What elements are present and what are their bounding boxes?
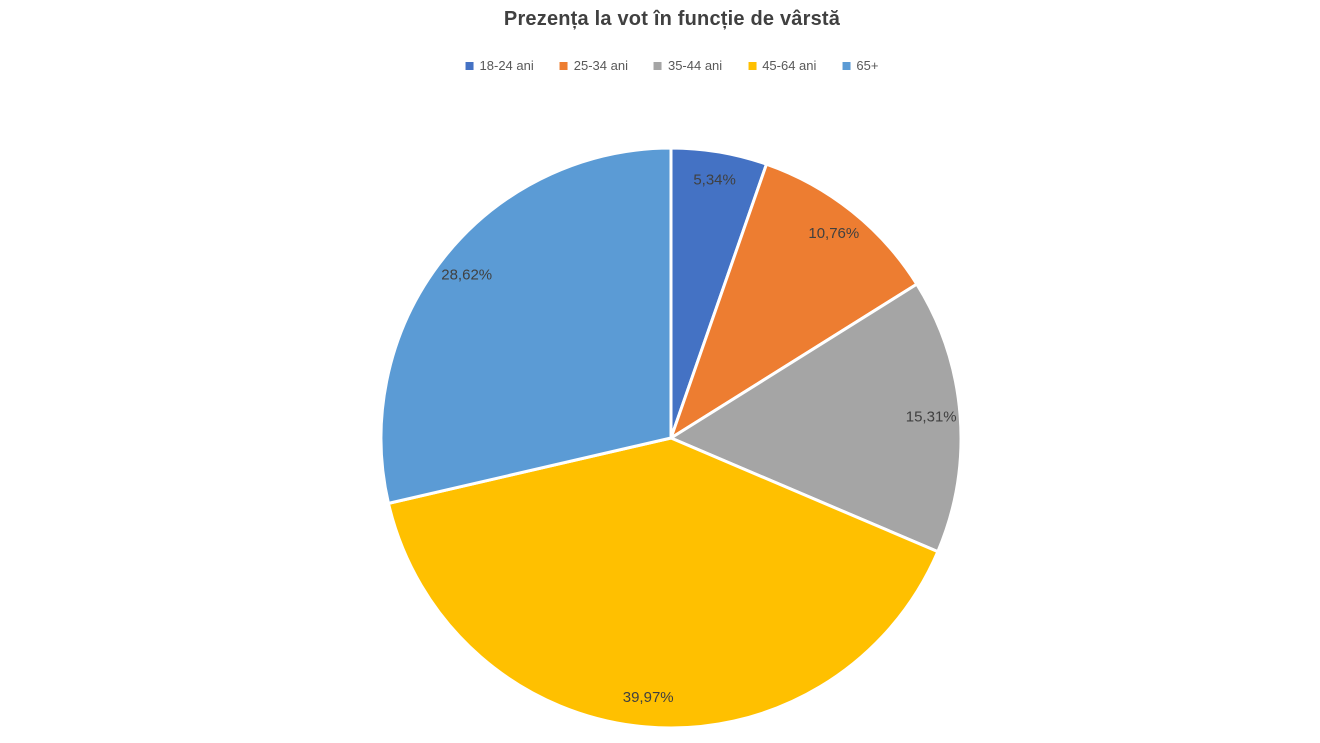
data-label-45-64-ani: 39,97%	[623, 689, 674, 706]
chart-title: Prezența la vot în funcție de vârstă	[503, 8, 841, 30]
data-label-35-44-ani: 15,31%	[906, 409, 957, 426]
legend-marker-icon	[559, 61, 568, 70]
legend-label: 35-44 ani	[667, 58, 723, 73]
pie-slice-45-64-ani	[386, 436, 940, 730]
legend-label: 25-34 ani	[573, 58, 628, 73]
legend-label: 65+	[856, 58, 879, 73]
legend-marker-icon	[465, 61, 474, 70]
chart-legend: 18-24 ani 25-34 ani 35-44 ani 45-64 ani 65+	[465, 58, 878, 73]
data-label-25-34-ani: 10,76%	[808, 225, 859, 242]
pie-slice-65	[379, 146, 673, 505]
legend-marker-icon	[748, 61, 757, 70]
pie-slice-25-34-ani	[669, 162, 919, 440]
data-label-18-24-ani: 5,34%	[693, 172, 736, 189]
legend-item-25-34-ani: 25-34 ani	[559, 58, 628, 73]
legend-label: 18-24 ani	[479, 58, 534, 73]
data-label-65: 28,62%	[441, 267, 492, 284]
pie-slice-35-44-ani	[669, 282, 963, 554]
legend-item-18-24-ani: 18-24 ani	[465, 58, 534, 73]
legend-marker-icon	[842, 61, 851, 70]
legend-item-35-44-ani: 35-44 ani	[653, 58, 723, 73]
legend-label: 45-64 ani	[762, 58, 817, 73]
legend-item-45-64-ani: 45-64 ani	[748, 58, 816, 73]
legend-item-65: 65+	[842, 58, 878, 73]
legend-marker-icon	[653, 61, 662, 70]
